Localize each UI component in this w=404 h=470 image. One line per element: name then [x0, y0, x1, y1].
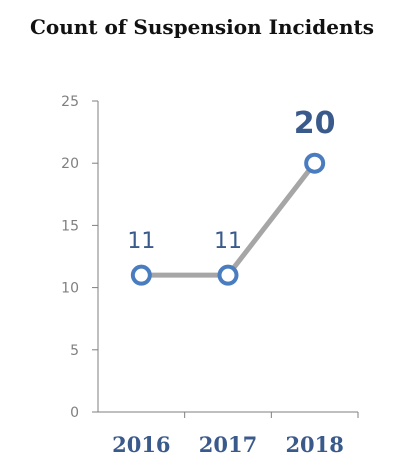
y-tick-label: 25	[61, 94, 79, 110]
data-point-marker	[130, 264, 152, 286]
chart-title: Count of Suspension Incidents	[30, 15, 374, 39]
y-tick-label: 10	[61, 281, 79, 297]
data-label: 11	[127, 229, 155, 254]
data-point-marker	[217, 264, 239, 286]
data-labels: 11 11 20	[127, 106, 335, 254]
y-tick-label: 5	[70, 343, 79, 359]
y-axis-ticks: 0 5 10 15 20 25	[61, 94, 98, 421]
data-label: 20	[294, 106, 336, 141]
data-point-marker	[304, 152, 326, 174]
chart-axes	[97, 101, 358, 413]
series-1	[130, 152, 326, 286]
y-tick-label: 15	[61, 218, 79, 234]
y-tick-label: 20	[61, 156, 79, 172]
x-axis-ticks: 2016 2017 2018	[112, 412, 359, 457]
x-tick-label: 2018	[285, 432, 343, 457]
x-tick-label: 2017	[199, 432, 257, 457]
series-line	[138, 160, 318, 278]
data-label: 11	[214, 229, 242, 254]
x-tick-label: 2016	[112, 432, 170, 457]
y-tick-label: 0	[70, 405, 79, 421]
